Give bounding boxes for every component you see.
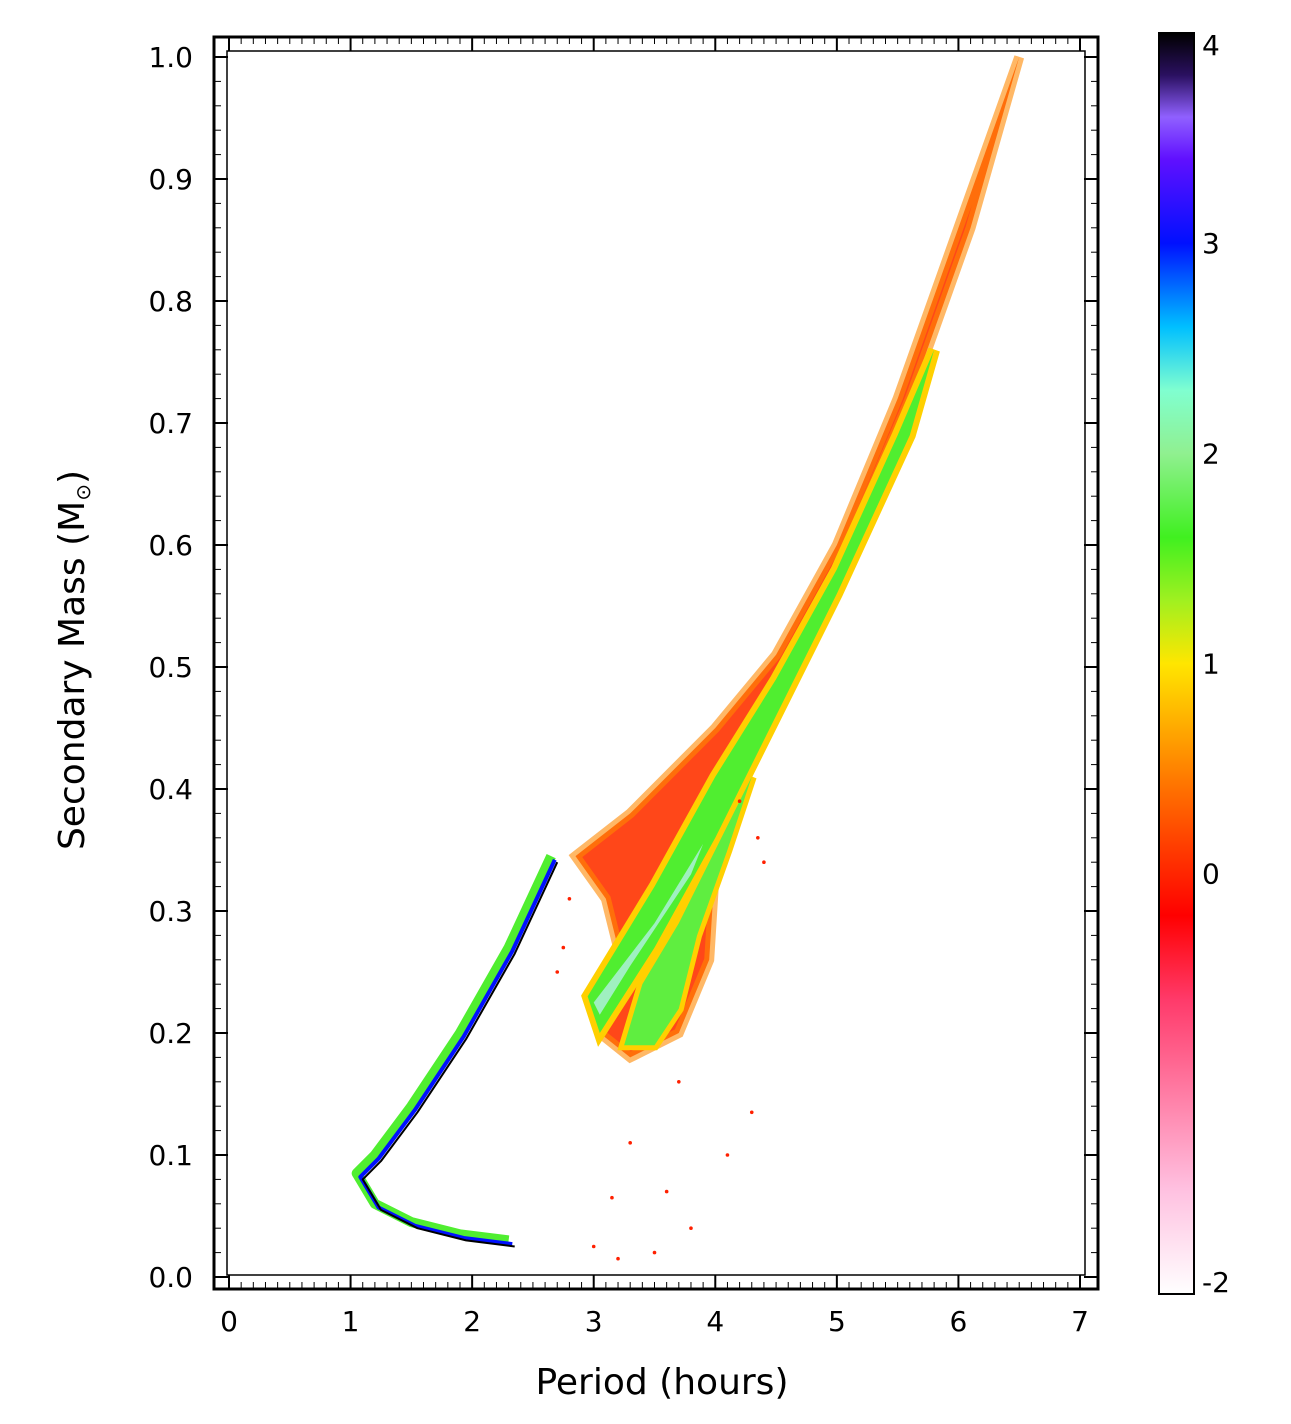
scatter-point (567, 897, 572, 901)
x-tick-label: 0 (220, 1305, 238, 1338)
y-tick-label: 0.3 (148, 895, 193, 928)
x-tick-label: 1 (342, 1305, 360, 1338)
scatter-point (561, 945, 566, 950)
y-axis-title-main: Secondary Mass (M (52, 501, 93, 850)
y-tick-label: 0.9 (148, 163, 193, 196)
scatter-point (652, 1250, 657, 1255)
x-tick-label: 4 (706, 1305, 724, 1338)
y-tick-label: 0.0 (148, 1261, 193, 1294)
short-period-track-blue (358, 858, 557, 1247)
x-tick-label: 7 (1071, 1305, 1089, 1338)
colorbar (1158, 32, 1195, 1295)
x-tick-label: 5 (828, 1305, 846, 1338)
y-tick-label: 0.4 (148, 773, 193, 806)
scatter-point (725, 1153, 730, 1157)
upper-green-band (587, 349, 935, 1033)
colorbar-tick-label: 0 (1202, 858, 1220, 891)
colorbar-tick-label: -2 (1202, 1266, 1230, 1299)
y-tick-labels: 0.0 0.1 0.2 0.3 0.4 0.5 0.6 0.7 0.8 0.9 1.0 (148, 41, 193, 1294)
x-axis-title: Period (hours) (535, 1362, 788, 1403)
y-axis-title-sun-symbol: ⊙ (71, 484, 95, 501)
scatter-point (628, 1141, 632, 1145)
scatter-point (591, 1244, 596, 1249)
scatter-point (737, 799, 742, 803)
scatter-point (749, 1110, 754, 1115)
short-period-track-green (351, 853, 556, 1246)
y-tick-label: 0.2 (148, 1017, 193, 1050)
upper-band-core (593, 843, 704, 1015)
y-axis-title: Secondary Mass (M⊙) (52, 470, 95, 850)
y-tick-label: 0.5 (148, 651, 193, 684)
colorbar-tick-label: 4 (1202, 29, 1220, 62)
heatmap-data-layer (351, 55, 1025, 1261)
colorbar-tick-label: 2 (1202, 437, 1220, 470)
y-tick-label: 0.1 (148, 1139, 193, 1172)
x-tick-label: 2 (463, 1305, 481, 1338)
scatter-point (689, 1226, 693, 1230)
colorbar-tick-labels: -2 0 1 2 3 4 (1202, 29, 1230, 1299)
tick-marks (214, 37, 1098, 1289)
scatter-point (756, 836, 760, 840)
lower-green-band (624, 776, 752, 1046)
main-track-envelope (575, 57, 1020, 1058)
colorbar-tick-label: 3 (1202, 227, 1220, 260)
scatter-point (762, 860, 766, 864)
scatter-point (616, 1256, 620, 1261)
y-tick-label: 0.8 (148, 285, 193, 318)
y-axis-title-close: ) (52, 470, 93, 484)
y-tick-label: 0.7 (148, 407, 193, 440)
y-tick-label: 0.6 (148, 529, 193, 562)
y-tick-label: 1.0 (148, 41, 193, 74)
scatter-point (610, 1195, 614, 1200)
short-period-track-black (361, 861, 559, 1248)
scatter-point (555, 970, 560, 974)
x-tick-labels: 0 1 2 3 4 5 6 7 (220, 1305, 1089, 1338)
x-tick-label: 6 (950, 1305, 968, 1338)
inner-plot-frame (226, 50, 1086, 1276)
x-tick-label: 3 (585, 1305, 603, 1338)
scatter-point (664, 1189, 669, 1194)
colorbar-tick-label: 1 (1202, 648, 1220, 681)
scatter-point (677, 1080, 681, 1084)
